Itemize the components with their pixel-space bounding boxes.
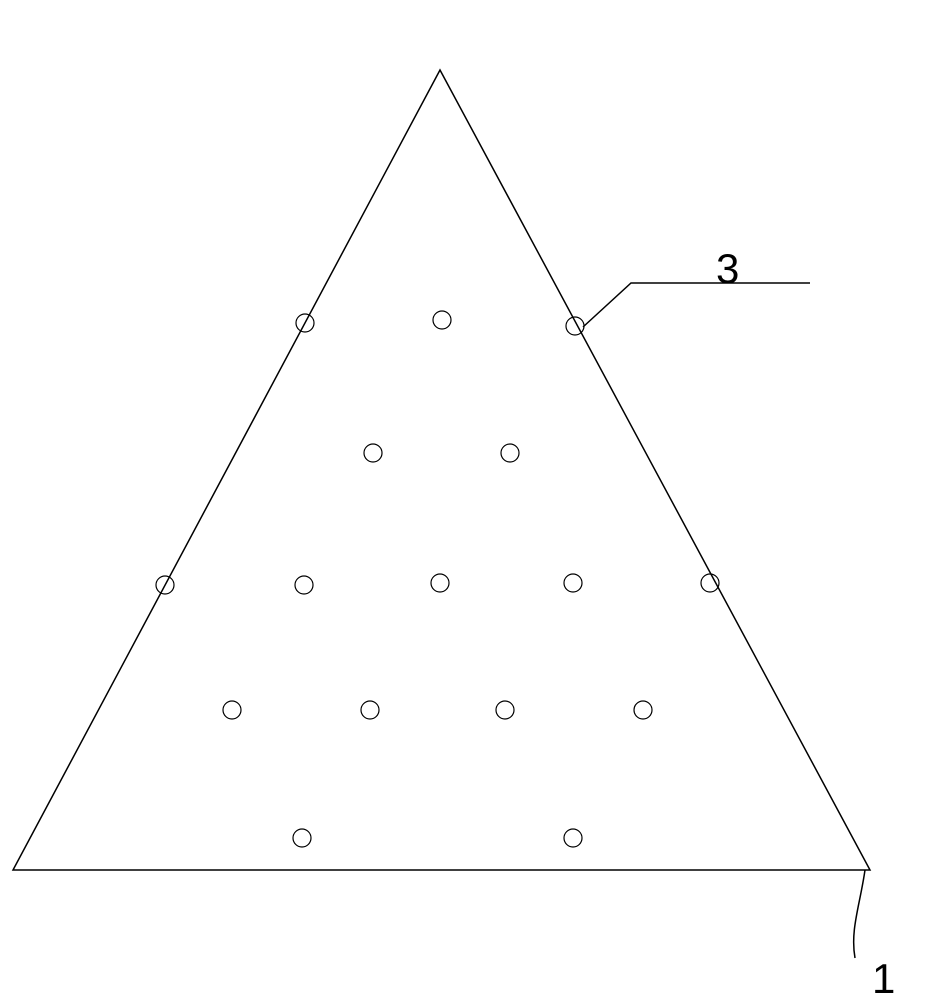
marker-circle <box>564 574 582 592</box>
callout-label-3: 3 <box>716 245 739 293</box>
marker-circle <box>361 701 379 719</box>
marker-circle <box>223 701 241 719</box>
marker-circle <box>293 829 311 847</box>
circle-markers <box>156 311 719 847</box>
leader-line <box>583 283 810 327</box>
marker-circle <box>564 829 582 847</box>
marker-circle <box>634 701 652 719</box>
diagram-container: 3 1 <box>0 0 946 1000</box>
leader-line <box>854 870 865 958</box>
marker-circle <box>433 311 451 329</box>
diagram-svg <box>0 0 946 1000</box>
marker-circle <box>501 444 519 462</box>
marker-circle <box>431 574 449 592</box>
callout-label-1: 1 <box>872 955 895 1003</box>
leader-lines <box>583 283 865 958</box>
marker-circle <box>295 576 313 594</box>
marker-circle <box>364 444 382 462</box>
marker-circle <box>496 701 514 719</box>
triangle-outline <box>13 70 870 870</box>
